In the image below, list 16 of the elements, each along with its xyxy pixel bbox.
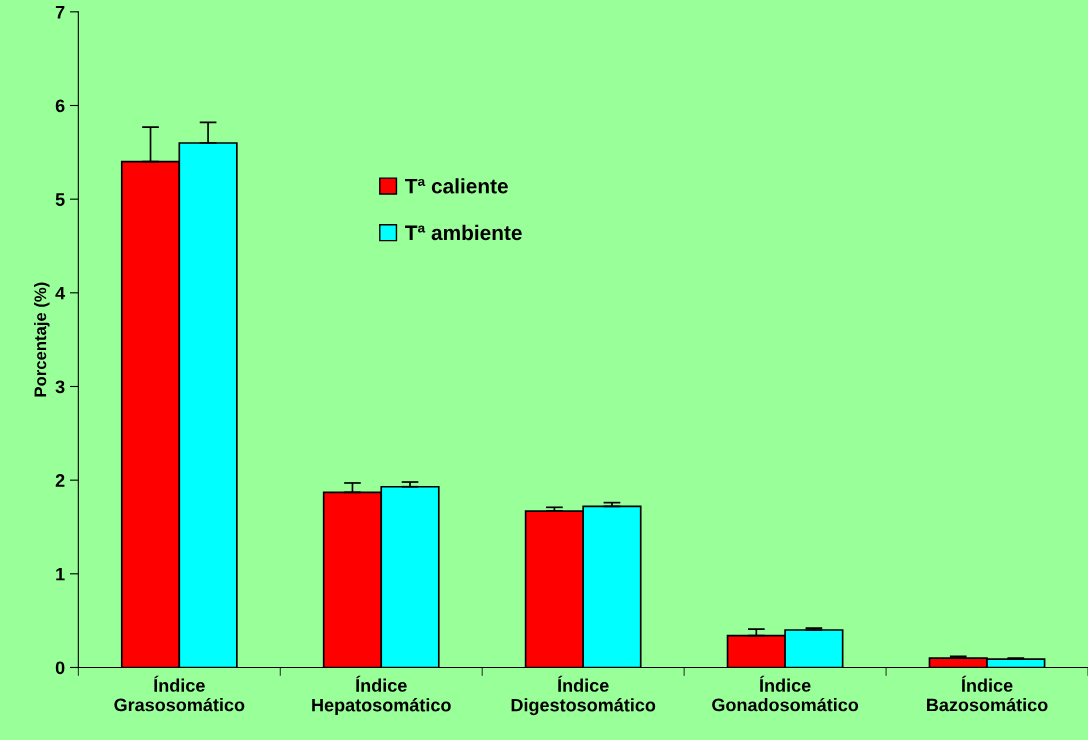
y-tick-label: 6 <box>55 99 65 113</box>
legend-label: Tª caliente <box>405 178 508 194</box>
legend-label: Tª ambiente <box>405 224 522 241</box>
y-tick-label: 7 <box>55 5 65 19</box>
x-tick-label: Índice Grasosomático <box>114 675 245 712</box>
y-tick-label: 0 <box>55 661 65 675</box>
x-tick-label: Índice Digestosomático <box>511 675 656 716</box>
y-tick-label: 4 <box>55 286 66 300</box>
x-tick-label: Índice Hepatosomático <box>312 675 451 716</box>
y-tick-label: 2 <box>55 474 65 487</box>
y-tick-label: 5 <box>55 193 65 206</box>
y-tick-label: 3 <box>55 380 65 394</box>
y-tick-label: 1 <box>56 567 65 581</box>
y-axis-title: Porcentaje (%) <box>34 282 50 397</box>
x-tick-label: Índice Gonadosomático <box>712 675 859 712</box>
x-tick-label: Índice Bazosomático <box>927 675 1048 712</box>
